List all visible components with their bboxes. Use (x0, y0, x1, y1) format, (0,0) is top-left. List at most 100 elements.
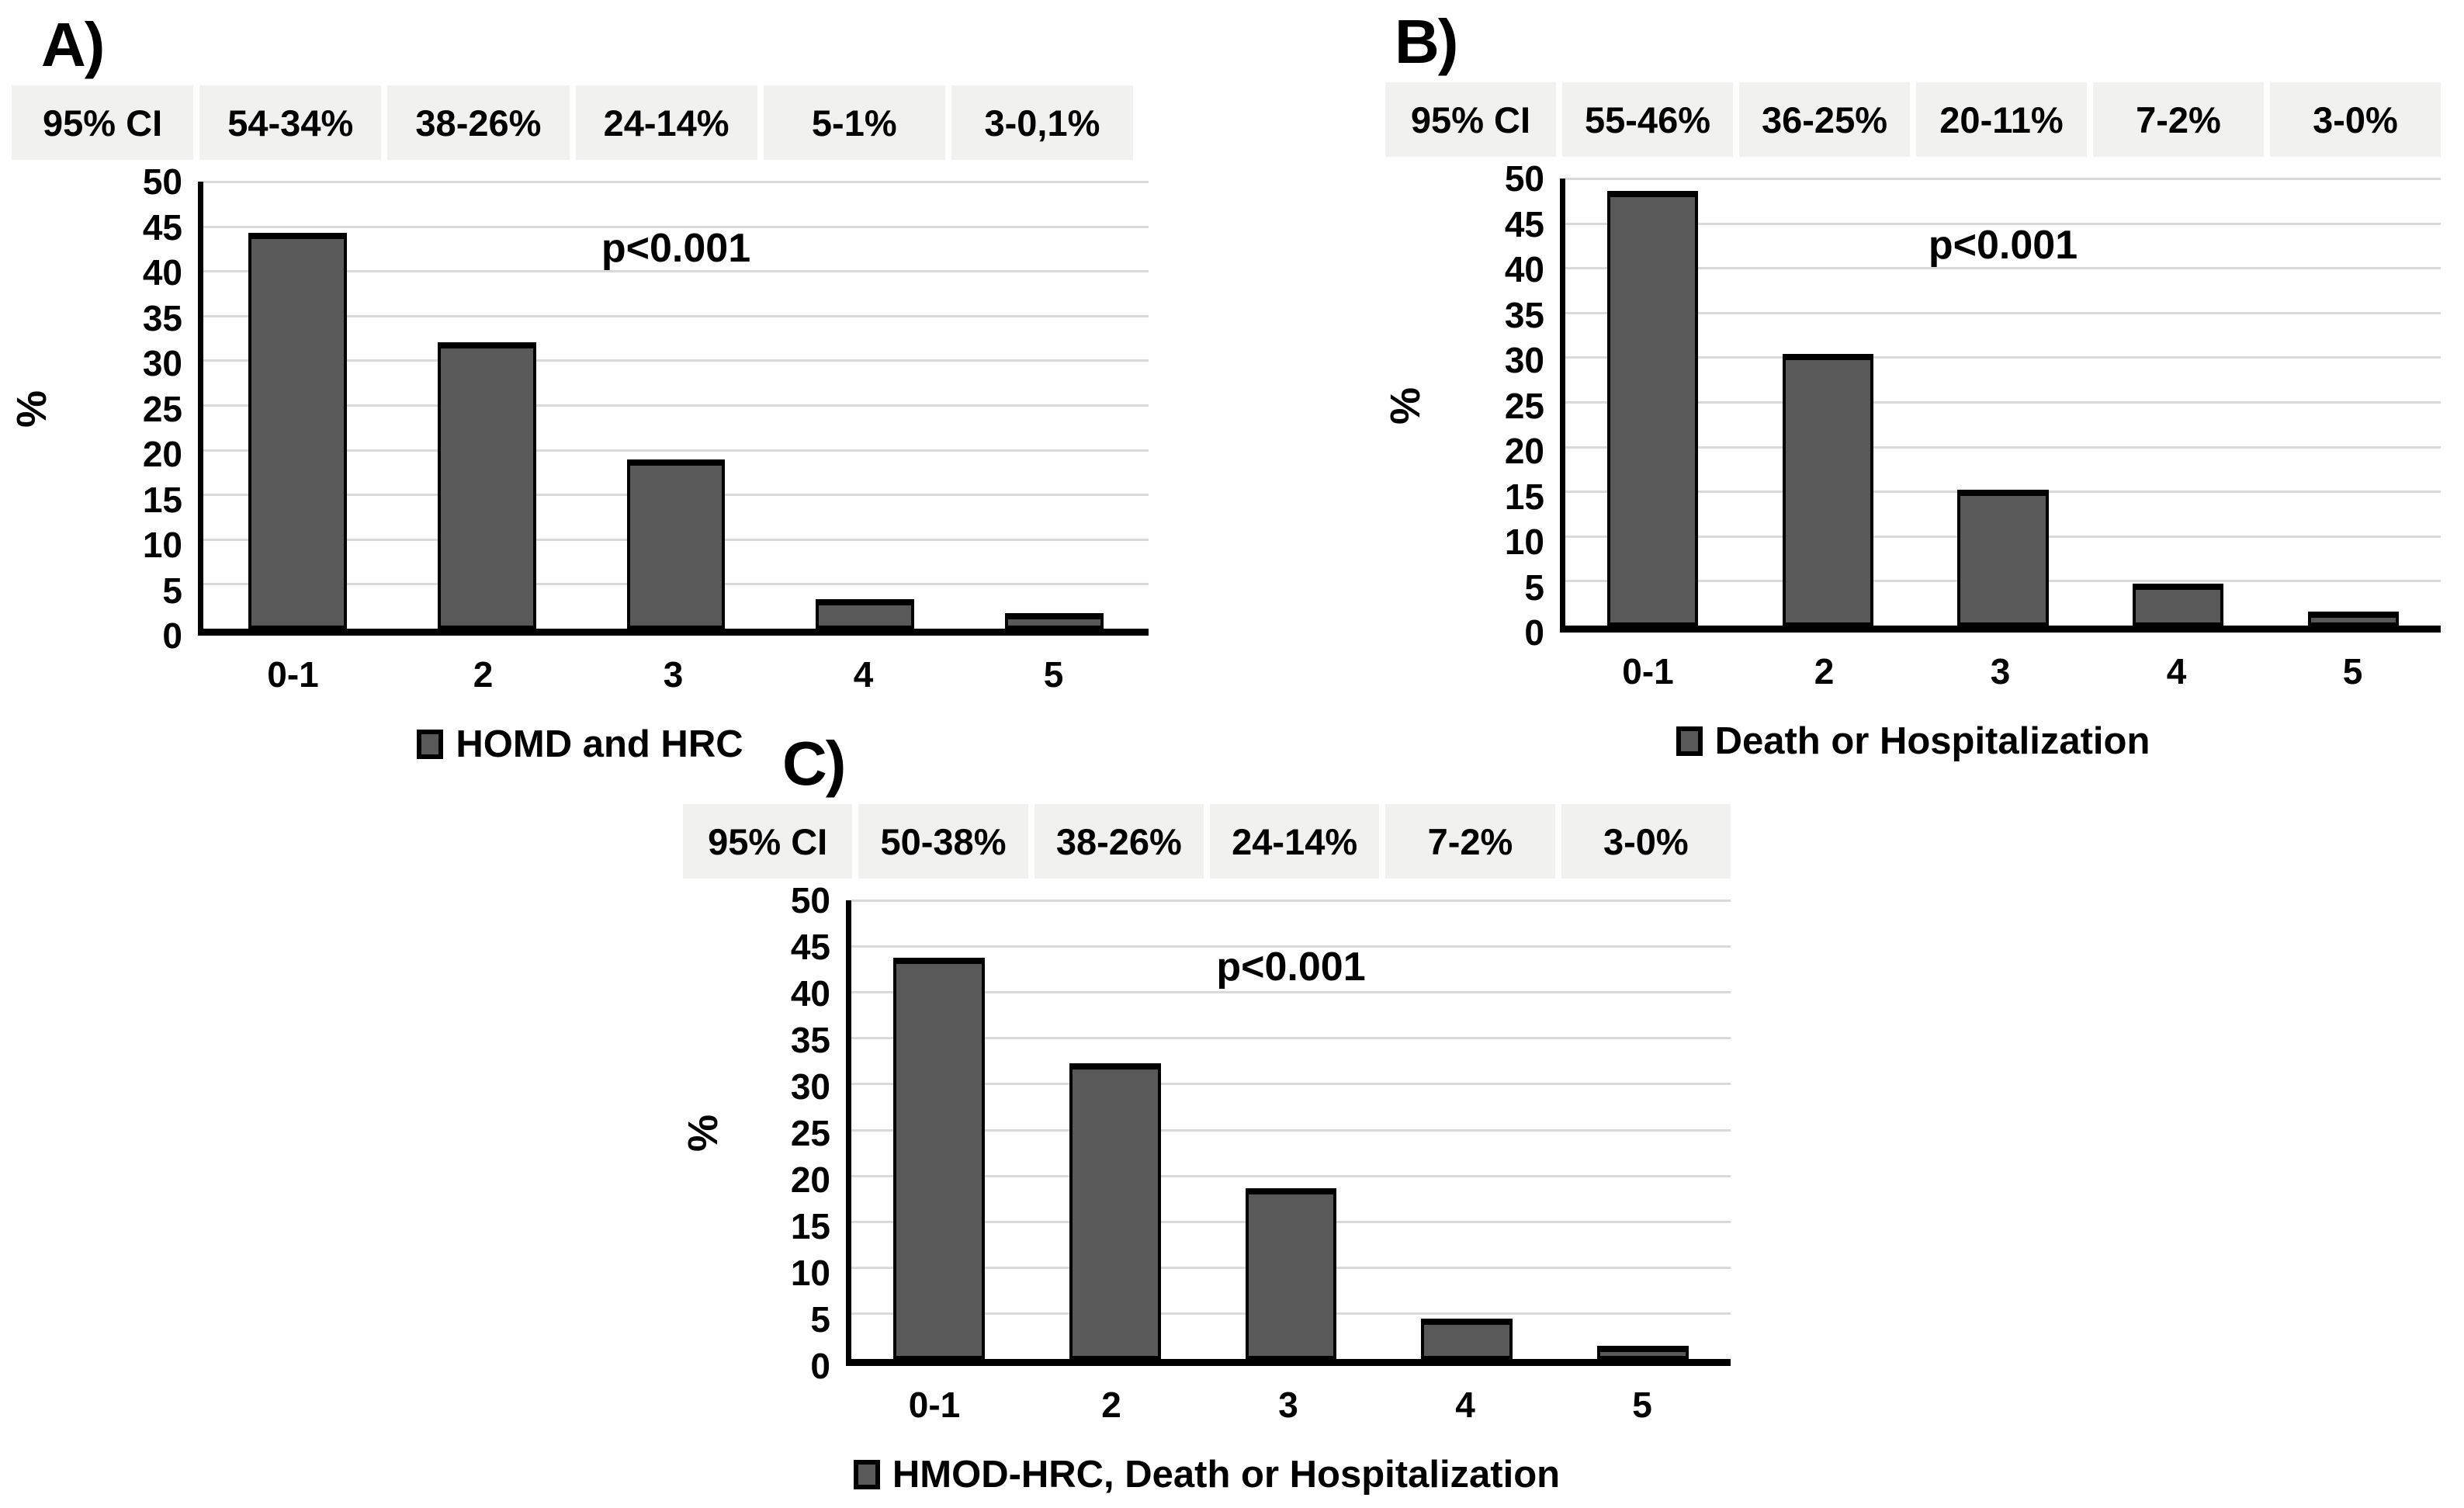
gridline (203, 449, 1149, 452)
panel-a: A) 95% CI 54-34% 38-26% 24-14% 5-1% 3-0,1% % … (9, 9, 1149, 766)
ci-header-cell: 95% CI (12, 85, 194, 160)
y-tick-label: 50 (142, 161, 182, 202)
x-axis-labels: 0-1 2 3 4 5 (846, 1383, 1731, 1427)
x-tick-label: 4 (1455, 1385, 1475, 1425)
gridline (203, 314, 1149, 317)
bar (438, 342, 536, 629)
panel-c-y-axis: % 0 5 10 15 20 25 30 35 40 45 50 (680, 882, 846, 1384)
bar (1596, 1346, 1689, 1359)
gridline (851, 900, 1731, 902)
y-tick-label: 30 (1504, 340, 1544, 380)
gridline (851, 945, 1731, 948)
y-tick-label: 45 (1504, 203, 1544, 244)
y-tick-label: 10 (1504, 522, 1544, 562)
ci-value-cell: 20-11% (1916, 82, 2087, 157)
y-tick-label: 50 (1504, 158, 1544, 199)
panel-c-ci-table: 95% CI 50-38% 38-26% 24-14% 7-2% 3-0% (683, 804, 1731, 879)
ci-value-cell: 24-14% (1209, 804, 1380, 879)
gridline (851, 1083, 1731, 1086)
y-tick-labels: 0 5 10 15 20 25 30 35 40 45 50 (1467, 161, 1544, 650)
bar (1421, 1319, 1513, 1359)
bars (851, 900, 1731, 1359)
bar (816, 598, 914, 629)
ci-value-cell: 38-26% (1034, 804, 1204, 879)
y-tick-label: 30 (790, 1066, 830, 1107)
ci-value-cell: 55-46% (1562, 82, 1733, 157)
x-tick-label: 4 (2166, 651, 2187, 692)
y-tick-label: 35 (1504, 294, 1544, 335)
ci-value-cell: 50-38% (858, 804, 1028, 879)
y-tick-label: 25 (790, 1113, 830, 1153)
x-tick-label: 0-1 (267, 654, 319, 695)
y-tick-label: 5 (810, 1299, 830, 1340)
y-tick-label: 25 (142, 388, 182, 429)
bar-slot (581, 182, 771, 629)
bar (893, 958, 986, 1359)
y-tick-label: 15 (790, 1206, 830, 1246)
bar (248, 232, 348, 629)
bar-slot (1028, 900, 1204, 1359)
ci-header-cell: 95% CI (683, 804, 853, 879)
y-tick-label: 40 (1504, 249, 1544, 289)
bar (1782, 353, 1874, 626)
bar-slot (1203, 900, 1379, 1359)
bar-slot (1554, 900, 1731, 1359)
y-tick-label: 40 (142, 252, 182, 293)
bar-slot (1741, 179, 1916, 626)
bar (1245, 1188, 1337, 1359)
x-tick-label: 3 (663, 654, 684, 695)
panel-c-chart: % 0 5 10 15 20 25 30 35 40 45 50 p<0.001 (680, 882, 1731, 1384)
panel-b-chart: % 0 5 10 15 20 25 30 35 40 45 50 p<0.001 (1382, 161, 2441, 650)
bar-slot (2091, 179, 2266, 626)
bar-slot (771, 182, 960, 629)
gridline (851, 1037, 1731, 1040)
bar-slot (1565, 179, 1741, 626)
legend-label: HMOD-HRC, Death or Hospitalization (892, 1454, 1561, 1496)
plot-area: p<0.001 (198, 181, 1149, 636)
gridline (851, 1128, 1731, 1132)
x-tick-label: 3 (1990, 651, 2011, 692)
p-value-annotation: p<0.001 (1928, 223, 2078, 268)
x-tick-label: 5 (1632, 1385, 1652, 1425)
ci-value-cell: 3-0% (1561, 804, 1731, 879)
x-tick-label: 0-1 (908, 1385, 961, 1425)
panel-c: C) 95% CI 50-38% 38-26% 24-14% 7-2% 3-0% % 0 5… (680, 728, 1731, 1496)
y-tick-label: 5 (1524, 567, 1544, 608)
gridline (1565, 445, 2441, 449)
x-tick-label: 2 (1814, 651, 1835, 692)
gridline (1565, 311, 2441, 314)
gridline (851, 991, 1731, 994)
y-tick-label: 50 (790, 880, 830, 920)
y-tick-label: 40 (790, 973, 830, 1014)
gridline (203, 270, 1149, 273)
ci-value-cell: 38-26% (387, 85, 570, 160)
y-tick-label: 20 (790, 1160, 830, 1200)
x-tick-label: 4 (853, 654, 874, 695)
bar (1607, 191, 1699, 626)
y-tick-label: 45 (142, 206, 182, 248)
bar-slot (959, 182, 1149, 629)
panel-b-legend: Death or Hospitalization (1385, 719, 2441, 763)
ci-value-cell: 3-0% (2270, 82, 2441, 157)
panel-a-chart: % 0 5 10 15 20 25 30 35 40 45 50 p<0.001 (9, 164, 1149, 653)
y-tick-label: 20 (1504, 431, 1544, 471)
x-tick-label: 5 (2342, 651, 2363, 692)
panel-a-ci-table: 95% CI 54-34% 38-26% 24-14% 5-1% 3-0,1% (12, 85, 1134, 160)
bar (626, 459, 726, 629)
gridline (203, 225, 1149, 228)
bar-slot (1915, 179, 2091, 626)
bars (203, 182, 1149, 629)
y-tick-label: 20 (142, 434, 182, 474)
panel-b-label: B) (1395, 7, 1458, 76)
gridline (1565, 356, 2441, 359)
panel-a-y-axis: % 0 5 10 15 20 25 30 35 40 45 50 (9, 164, 198, 653)
ci-value-cell: 7-2% (1385, 804, 1555, 879)
ci-value-cell: 7-2% (2093, 82, 2264, 157)
y-tick-label: 0 (162, 615, 182, 656)
y-tick-label: 30 (142, 343, 182, 383)
y-tick-labels: 0 5 10 15 20 25 30 35 40 45 50 (753, 882, 830, 1384)
panel-b-y-axis: % 0 5 10 15 20 25 30 35 40 45 50 (1382, 161, 1560, 650)
y-tick-label: 35 (142, 297, 182, 338)
y-tick-label: 15 (142, 479, 182, 520)
bar (2132, 583, 2224, 626)
